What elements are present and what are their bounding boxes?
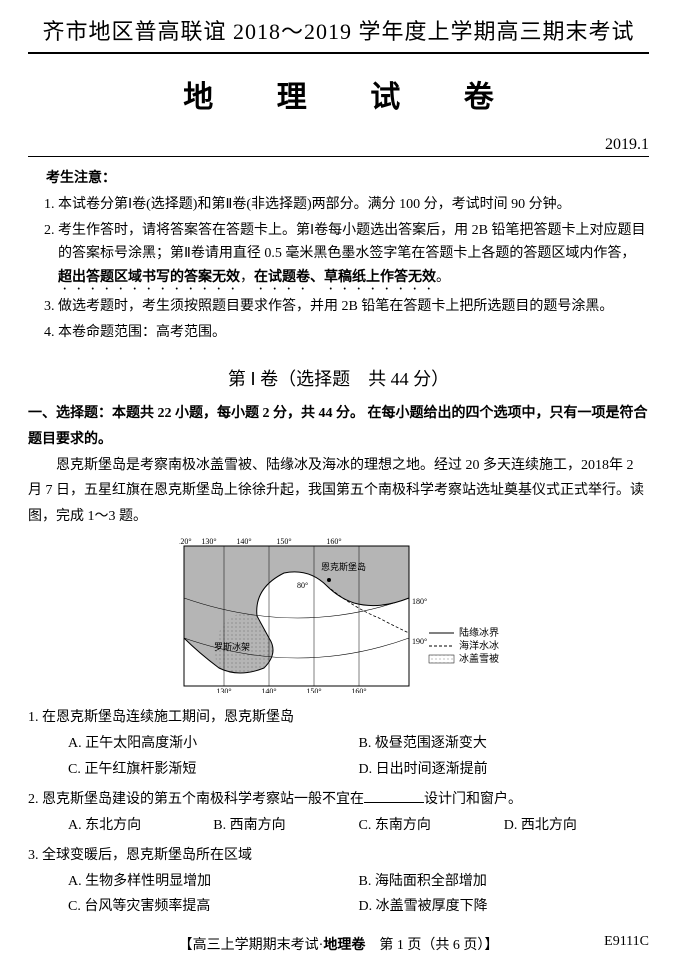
exam-date: 2019.1: [28, 136, 649, 154]
q2-opt-a: A. 东北方向: [68, 813, 213, 839]
q3-opt-b: B. 海陆面积全部增加: [359, 869, 650, 895]
notice-2-post: 。: [436, 270, 450, 285]
q2-stem-post: 设计门和窗户。: [424, 792, 522, 807]
notice-item-4: 本卷命题范围：高考范围。: [58, 321, 649, 345]
enkesibao-marker: [327, 578, 331, 582]
legend-1: 海洋水冰界: [459, 639, 499, 652]
q1-opt-c: C. 正午红旗杆影渐短: [68, 757, 359, 783]
legend-2: 冰盖雪被: [459, 652, 499, 665]
notice-item-3: 做选考题时，考生须按照题目要求作答，并用 2B 铅笔在答题卡上把所选题目的题号涂…: [58, 295, 649, 319]
notice-2-emph1: 超出答题区域书写的答案无效: [58, 270, 240, 285]
map-figure: 120° 130° 140° 150° 160° 180° 190° 130° …: [179, 538, 499, 693]
passage-text: 恩克斯堡岛是考察南极冰盖雪被、陆缘冰及海冰的理想之地。经过 20 多天连续施工，…: [28, 453, 649, 531]
q2-num: 2.: [28, 792, 39, 807]
q2-stem-pre: 恩克斯堡岛建设的第五个南极科学考察站一般不宜在: [42, 792, 364, 807]
page-footer: 【高三上学期期末考试·地理卷 第 1 页（共 6 页）】 E9111C: [28, 934, 649, 954]
lon-label-1: 130°: [201, 538, 216, 546]
q3-num: 3.: [28, 848, 39, 863]
lat-label: 80°: [297, 581, 308, 590]
lon-label-0: 120°: [179, 538, 192, 546]
q3-stem: 全球变暖后，恩克斯堡岛所在区域: [42, 848, 252, 863]
section-1-title: 第 Ⅰ 卷（选择题 共 44 分）: [28, 365, 649, 391]
q2-opt-d: D. 西北方向: [504, 813, 649, 839]
bot-label-1: 140°: [261, 687, 276, 693]
q3-opt-d: D. 冰盖雪被厚度下降: [359, 894, 650, 920]
q3-opt-c: C. 台风等灾害频率提高: [68, 894, 359, 920]
q1-opt-b: B. 极昼范围逐渐变大: [359, 731, 650, 757]
notice-block: 考生注意： 本试卷分第Ⅰ卷(选择题)和第Ⅱ卷(非选择题)两部分。满分 100 分…: [28, 167, 649, 345]
q3-options: A. 生物多样性明显增加 B. 海陆面积全部增加 C. 台风等灾害频率提高 D.…: [68, 869, 649, 921]
place-ross: 罗斯冰架: [214, 641, 250, 652]
notice-2-mid: ，: [240, 270, 254, 285]
q2-options: A. 东北方向 B. 西南方向 C. 东南方向 D. 西北方向: [68, 813, 649, 839]
notice-2-pre: 考生作答时，请将答案答在答题卡上。第Ⅰ卷每小题选出答案后，用 2B 铅笔把答题卡…: [58, 223, 645, 262]
notice-2-emph2: 在试题卷、草稿纸上作答无效: [254, 270, 436, 285]
footer-center-post: 第 1 页（共 6 页）】: [365, 938, 498, 953]
notice-item-1: 本试卷分第Ⅰ卷(选择题)和第Ⅱ卷(非选择题)两部分。满分 100 分，考试时间 …: [58, 193, 649, 217]
exam-page: 齐市地区普高联谊 2018～2019 学年度上学期高三期末考试 地 理 试 卷 …: [0, 0, 677, 964]
footer-center-bold: 地理卷: [323, 938, 365, 953]
footer-center-pre: 【高三上学期期末考试·: [179, 938, 324, 953]
q2-opt-b: B. 西南方向: [213, 813, 358, 839]
place-enkesibao: 恩克斯堡岛: [321, 561, 366, 572]
lon-label-2: 140°: [236, 538, 251, 546]
section-1-label: 第 Ⅰ 卷（选择题 共 44 分）: [228, 369, 449, 389]
right-label-1: 190°: [412, 637, 427, 646]
q1-opt-d: D. 日出时间逐渐提前: [359, 757, 650, 783]
notice-item-2: 考生作答时，请将答案答在答题卡上。第Ⅰ卷每小题选出答案后，用 2B 铅笔把答题卡…: [58, 219, 649, 294]
q1-num: 1.: [28, 710, 39, 725]
mcq-instructions: 一、选择题：本题共 22 小题，每小题 2 分，共 44 分。 在每小题给出的四…: [28, 401, 649, 453]
subject-title: 地 理 试 卷: [28, 72, 649, 116]
date-divider: [28, 156, 649, 157]
bot-label-0: 130°: [216, 687, 231, 693]
bot-label-3: 160°: [351, 687, 366, 693]
notice-title: 考生注意：: [46, 167, 649, 191]
title-divider: [28, 52, 649, 54]
mcq-instr-pre: 一、选择题：本题共 22 小题，每小题 2 分，共 44 分。: [28, 406, 364, 421]
q3: 3. 全球变暖后，恩克斯堡岛所在区域: [28, 843, 649, 869]
q1-options: A. 正午太阳高度渐小 B. 极昼范围逐渐变大 C. 正午红旗杆影渐短 D. 日…: [68, 731, 649, 783]
q1-stem: 在恩克斯堡岛连续施工期间，恩克斯堡岛: [42, 710, 294, 725]
main-title: 齐市地区普高联谊 2018～2019 学年度上学期高三期末考试: [28, 14, 649, 50]
q1: 1. 在恩克斯堡岛连续施工期间，恩克斯堡岛: [28, 705, 649, 731]
q2-blank: [364, 788, 424, 803]
q1-opt-a: A. 正午太阳高度渐小: [68, 731, 359, 757]
lon-label-4: 160°: [326, 538, 341, 546]
bot-label-2: 150°: [306, 687, 321, 693]
antarctic-map-svg: 120° 130° 140° 150° 160° 180° 190° 130° …: [179, 538, 499, 693]
q2-opt-c: C. 东南方向: [359, 813, 504, 839]
lon-label-3: 150°: [276, 538, 291, 546]
q3-opt-a: A. 生物多样性明显增加: [68, 869, 359, 895]
q2: 2. 恩克斯堡岛建设的第五个南极科学考察站一般不宜在 设计门和窗户。: [28, 787, 649, 813]
right-label-0: 180°: [412, 597, 427, 606]
legend-0: 陆缘冰界: [459, 626, 499, 639]
footer-right-code: E9111C: [604, 934, 649, 950]
